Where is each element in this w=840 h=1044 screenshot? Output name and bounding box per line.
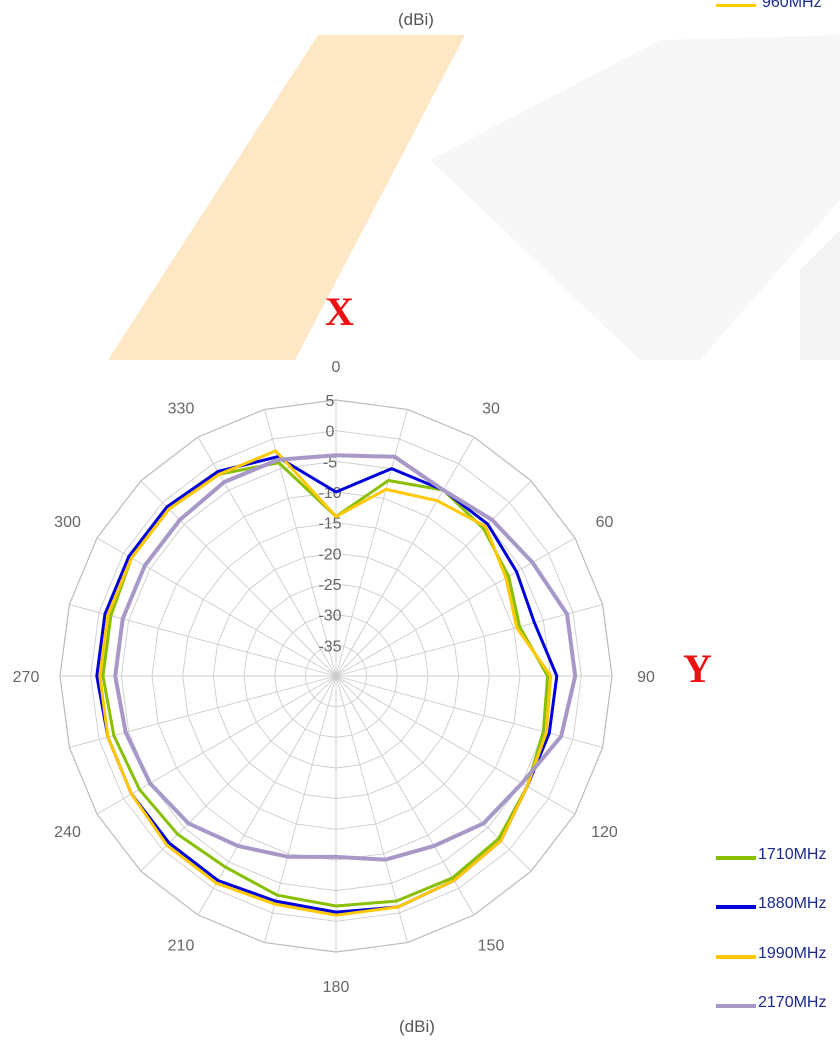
angle-tick-label: 180: [323, 979, 350, 996]
legend-swatch: [716, 905, 756, 909]
grid-spoke: [264, 675, 337, 943]
radial-tick-label: 0: [326, 424, 335, 441]
grid-spoke: [264, 409, 337, 677]
radial-tick-label: -25: [318, 577, 341, 594]
grid-spoke: [335, 480, 532, 677]
grid-spoke: [335, 675, 408, 943]
legend-swatch: [716, 856, 756, 860]
legend-label: 1880MHz: [758, 895, 827, 912]
legend-label: 960MHz: [762, 0, 822, 11]
legend-swatch: [716, 955, 756, 959]
angle-tick-label: 120: [591, 824, 618, 841]
grid-spoke: [96, 537, 337, 677]
grid-spoke: [335, 604, 603, 677]
grid-spoke: [335, 675, 532, 872]
angle-tick-label: 60: [596, 514, 614, 531]
grid-spoke: [335, 537, 576, 677]
axis-mark-x: X: [325, 289, 354, 334]
polar-grid: [59, 399, 613, 953]
angle-tick-label: 270: [13, 669, 40, 686]
legend-label: 1710MHz: [758, 846, 827, 863]
watermark-gray-shape: [430, 35, 840, 360]
series-line-1880MHz: [95, 455, 559, 914]
radial-tick-label: -10: [318, 485, 341, 502]
unit-label-bottom: (dBi): [399, 1017, 435, 1036]
grid-spoke: [335, 675, 576, 815]
grid-spoke: [69, 604, 337, 677]
radial-tick-label: -15: [318, 516, 341, 533]
series-layer: [95, 449, 578, 917]
legend-swatch: [716, 1004, 756, 1008]
radial-tick-label: -20: [318, 546, 341, 563]
grid-spoke: [140, 675, 337, 872]
angle-tick-label: 150: [478, 937, 505, 954]
legend-swatch: [716, 4, 756, 7]
radial-tick-label: -5: [323, 454, 337, 471]
grid-spoke: [197, 675, 337, 916]
radial-tick-label: -35: [318, 638, 341, 655]
grid-spoke: [335, 675, 603, 748]
watermark-orange-stripe: [108, 35, 465, 360]
angle-tick-labels: 0 30 60 90 120 150 180 210 240 270 300 330: [13, 359, 655, 996]
legend-label: 1990MHz: [758, 945, 827, 962]
angle-tick-label: 30: [482, 401, 500, 418]
grid-spoke: [335, 409, 408, 677]
angle-tick-label: 0: [332, 359, 341, 376]
series-line-2170MHz: [113, 453, 578, 862]
radial-tick-label: 5: [326, 393, 335, 410]
grid-spoke: [140, 480, 337, 677]
legend-label: 2170MHz: [758, 994, 827, 1011]
angle-tick-label: 330: [168, 401, 195, 418]
angle-tick-label: 300: [54, 514, 81, 531]
watermark-gray-edge: [800, 230, 840, 360]
radial-tick-label: -30: [318, 608, 341, 625]
unit-label-top: (dBi): [398, 10, 434, 29]
grid-spoke: [335, 436, 475, 677]
angle-tick-label: 240: [54, 824, 81, 841]
grid-spoke: [335, 675, 475, 916]
grid-spoke: [197, 436, 337, 677]
angle-tick-label: 210: [168, 937, 195, 954]
radial-tick-labels: 5 0 -5 -10 -15 -20 -25 -30 -35: [318, 393, 341, 655]
series-line-1990MHz: [98, 449, 553, 917]
angle-tick-label: 90: [637, 669, 655, 686]
axis-mark-y: Y: [683, 646, 712, 691]
grid-spoke: [96, 675, 337, 815]
